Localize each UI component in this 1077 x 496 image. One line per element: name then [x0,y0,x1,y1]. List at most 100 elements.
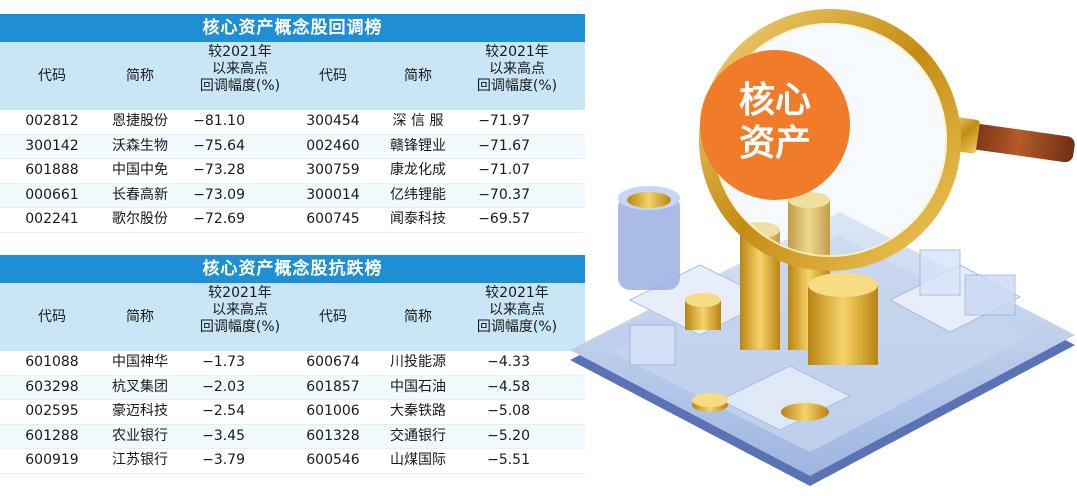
cell-code: 600546 [306,452,360,468]
cell-code: 600674 [306,354,360,370]
cell-pct: −71.97 [478,113,530,129]
table-row: 601888 中国中免 −73.28 300759 康龙化成 −71.07 [0,159,585,184]
cell-code: 300759 [306,162,360,178]
cell-pct: −3.79 [202,452,245,468]
header-code: 代码 [319,68,347,84]
cell-name: 中国中免 [112,162,168,178]
cell-pct: −73.28 [193,162,245,178]
cell-code: 601288 [25,427,79,444]
cell-name: 赣锋锂业 [390,137,446,154]
cell-name: 交通银行 [390,427,446,444]
cell-code: 000661 [25,186,79,203]
cell-name: 江苏银行 [112,452,168,468]
cell-pct: −72.69 [193,211,245,227]
cell-pct: −71.67 [478,137,530,154]
lens-text-line2: 资产 [739,123,811,164]
cell-code: 300142 [25,137,79,154]
cell-pct: −2.03 [202,378,245,395]
table-row: 600919 江苏银行 −3.79 600546 山煤国际 −5.51 [0,449,585,474]
resilient-table: 核心资产概念股抗跌榜 代码 简称 较2021年 以来高点 回调幅度(%) 代码 … [0,255,585,474]
table-body: 601088 中国神华 −1.73 600674 川投能源 −4.33 6032… [0,351,585,474]
cell-name: 闻泰科技 [390,211,446,227]
glass-cylinder [618,186,680,290]
cell-name: 川投能源 [390,354,446,370]
lens-badge [700,50,850,200]
cell-code: 300454 [306,113,360,129]
cell-code: 601328 [306,427,360,444]
header-pct-line1: 较2021年 [208,44,272,60]
cell-code: 601088 [25,354,79,370]
cell-name: 农业银行 [112,427,168,444]
header-pct-line2: 以来高点 [489,61,545,77]
header-pct-line3: 回调幅度(%) [476,78,558,94]
header-pct-line1: 较2021年 [485,285,549,301]
cell-name: 山煤国际 [390,452,446,468]
cell-name: 长春高新 [112,186,168,203]
cell-pct: −5.20 [487,427,530,444]
header-pct-line2: 以来高点 [489,302,545,318]
cell-pct: −69.57 [478,211,530,227]
header-name: 简称 [126,309,154,325]
table-row: 601288 农业银行 −3.45 601328 交通银行 −5.20 [0,424,585,449]
magnifier-icon [699,9,1075,271]
cell-code: 601857 [306,378,360,395]
cell-name: 亿纬锂能 [390,186,446,203]
core-assets-illustration: 核心 资产 [570,9,1075,486]
cell-name: 杭叉集团 [112,378,168,395]
header-name: 简称 [404,309,432,325]
header-pct-line3: 回调幅度(%) [476,319,558,335]
cell-name: 中国石油 [390,378,446,395]
table-row: 601088 中国神华 −1.73 600674 川投能源 −4.33 [0,351,585,376]
table-row: 000661 长春高新 −73.09 300014 亿纬锂能 −70.37 [0,183,585,208]
cell-code: 601006 [306,403,360,419]
table-row: 002812 恩捷股份 −81.10 300454 深 信 服 −71.97 [0,110,585,135]
table-row: 002241 歌尔股份 −72.69 600745 闻泰科技 −69.57 [0,208,585,233]
header-pct: 较2021年 以来高点 回调幅度(%) [462,44,572,95]
cell-pct: −4.33 [487,354,530,370]
cell-name: 中国神华 [112,354,168,370]
header-code: 代码 [38,309,66,325]
cell-pct: −5.08 [487,403,530,419]
table-row: 300142 沃森生物 −75.64 002460 赣锋锂业 −71.67 [0,134,585,159]
header-pct: 较2021年 以来高点 回调幅度(%) [185,44,295,95]
cell-pct: −81.10 [193,113,245,129]
header-pct-line3: 回调幅度(%) [199,78,281,94]
cell-pct: −1.73 [202,354,245,370]
cell-code: 002812 [25,113,79,129]
table-title: 核心资产概念股抗跌榜 [0,255,585,283]
cell-pct: −3.45 [202,427,245,444]
table-row: 002595 豪迈科技 −2.54 601006 大秦铁路 −5.08 [0,400,585,425]
header-code: 代码 [38,68,66,84]
table-row: 603298 杭叉集团 −2.03 601857 中国石油 −4.58 [0,375,585,400]
header-name: 简称 [404,68,432,84]
cell-pct: −71.07 [478,162,530,178]
cell-name: 歌尔股份 [112,211,168,227]
cell-pct: −73.09 [193,186,245,203]
cell-code: 601888 [25,162,79,178]
header-code: 代码 [319,309,347,325]
header-pct-line3: 回调幅度(%) [199,319,281,335]
cell-code: 603298 [25,378,79,395]
header-pct: 较2021年 以来高点 回调幅度(%) [185,285,295,336]
glass-buildings [629,249,1016,366]
table-header: 代码 简称 较2021年 以来高点 回调幅度(%) 代码 简称 较2021年 以… [0,42,585,110]
cell-code: 600745 [306,211,360,227]
cell-pct: −4.58 [487,378,530,395]
header-pct-line2: 以来高点 [212,302,268,318]
cell-name: 康龙化成 [390,162,446,178]
cell-code: 002460 [306,137,360,154]
header-pct-line2: 以来高点 [212,61,268,77]
cell-code: 002241 [25,211,79,227]
table-title: 核心资产概念股回调榜 [0,14,585,42]
pullback-table: 核心资产概念股回调榜 代码 简称 较2021年 以来高点 回调幅度(%) 代码 … [0,14,585,233]
header-pct-line1: 较2021年 [208,285,272,301]
cell-code: 002595 [25,403,79,419]
cell-name: 深 信 服 [392,113,444,129]
table-header: 代码 简称 较2021年 以来高点 回调幅度(%) 代码 简称 较2021年 以… [0,283,585,351]
cell-name: 大秦铁路 [390,403,446,419]
cell-code: 600919 [25,452,79,468]
cell-pct: −2.54 [202,403,245,419]
cell-name: 沃森生物 [112,137,168,154]
header-pct-line1: 较2021年 [485,44,549,60]
table-body: 002812 恩捷股份 −81.10 300454 深 信 服 −71.97 3… [0,110,585,233]
